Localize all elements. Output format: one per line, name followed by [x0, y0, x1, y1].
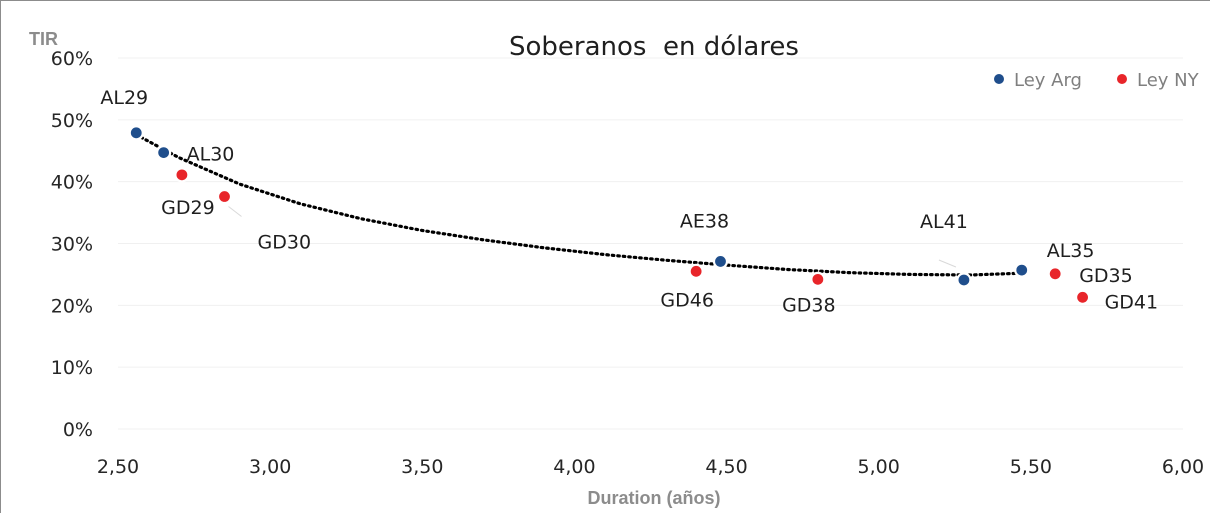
- x-axis-title: Duration (años): [588, 488, 721, 508]
- point-gd30: [216, 188, 233, 205]
- legend-label-ley-ny: Ley NY: [1137, 70, 1200, 91]
- point-gd29: [174, 167, 190, 183]
- point-label-gd46: GD46: [660, 289, 714, 311]
- point-label-al30: AL30: [187, 144, 235, 166]
- gridlines: [118, 57, 1183, 430]
- point-label-al29: AL29: [100, 87, 148, 109]
- x-tick-label: 4,00: [553, 456, 595, 478]
- point-gd46: [688, 263, 704, 279]
- point-label-ae38: AE38: [680, 210, 729, 232]
- legend-marker-ley-ny: [1115, 72, 1129, 86]
- x-tick-label: 4,50: [705, 456, 747, 478]
- point-label-gd30: GD30: [258, 232, 312, 254]
- y-tick-label: 40%: [51, 172, 93, 194]
- legend-label-ley-arg: Ley Arg: [1014, 70, 1082, 91]
- x-tick-label: 3,00: [249, 456, 291, 478]
- trendline: [134, 133, 1024, 277]
- point-label-gd38: GD38: [782, 294, 836, 316]
- legend-marker-ley-arg: [992, 72, 1006, 86]
- data-points: [128, 125, 1091, 305]
- y-tick-label: 0%: [63, 419, 93, 441]
- y-tick-label: 10%: [51, 357, 93, 379]
- point-label-al41: AL41: [920, 211, 968, 233]
- legend-item-ley-ny: Ley NY: [1115, 70, 1200, 91]
- point-ae38: [712, 253, 729, 270]
- label-leader-al41: [938, 259, 957, 268]
- legend: Ley Arg Ley NY: [992, 70, 1200, 91]
- trendline-group: [134, 133, 1024, 277]
- x-tick-label: 2,50: [97, 456, 139, 478]
- label-leader-gd30: [228, 206, 242, 217]
- y-tick-label: 60%: [51, 48, 93, 70]
- x-tick-label: 3,50: [401, 456, 443, 478]
- y-tick-label: 20%: [51, 295, 93, 317]
- point-labels: AL29 AL30 AE38 AL41 AL35 GD29 GD30 GD46 GD38 GD35…: [100, 87, 1158, 317]
- x-axis-ticks: 2,50 3,00 3,50 4,00 4,50 5,00 5,50 6,00: [97, 456, 1204, 478]
- point-gd38: [810, 271, 826, 287]
- y-tick-label: 30%: [51, 234, 93, 256]
- y-axis-ticks: 0% 10% 20% 30% 40% 50% 60%: [51, 48, 93, 441]
- point-label-gd29: GD29: [161, 197, 215, 219]
- x-tick-label: 6,00: [1162, 456, 1204, 478]
- point-al35: [1014, 262, 1030, 278]
- point-label-gd35: GD35: [1079, 265, 1133, 287]
- legend-item-ley-arg: Ley Arg: [992, 70, 1082, 91]
- y-axis-title: TIR: [29, 29, 58, 49]
- x-tick-label: 5,00: [858, 456, 900, 478]
- chart-title: Soberanos en dólares: [509, 32, 799, 62]
- x-tick-label: 5,50: [1010, 456, 1052, 478]
- point-al30: [156, 145, 172, 161]
- y-tick-label: 50%: [51, 110, 93, 132]
- point-al41: [956, 272, 972, 288]
- point-gd35: [1047, 266, 1063, 282]
- point-label-al35: AL35: [1047, 240, 1095, 262]
- point-al29: [128, 125, 144, 141]
- point-gd41: [1074, 289, 1091, 305]
- point-label-gd41: GD41: [1105, 291, 1159, 313]
